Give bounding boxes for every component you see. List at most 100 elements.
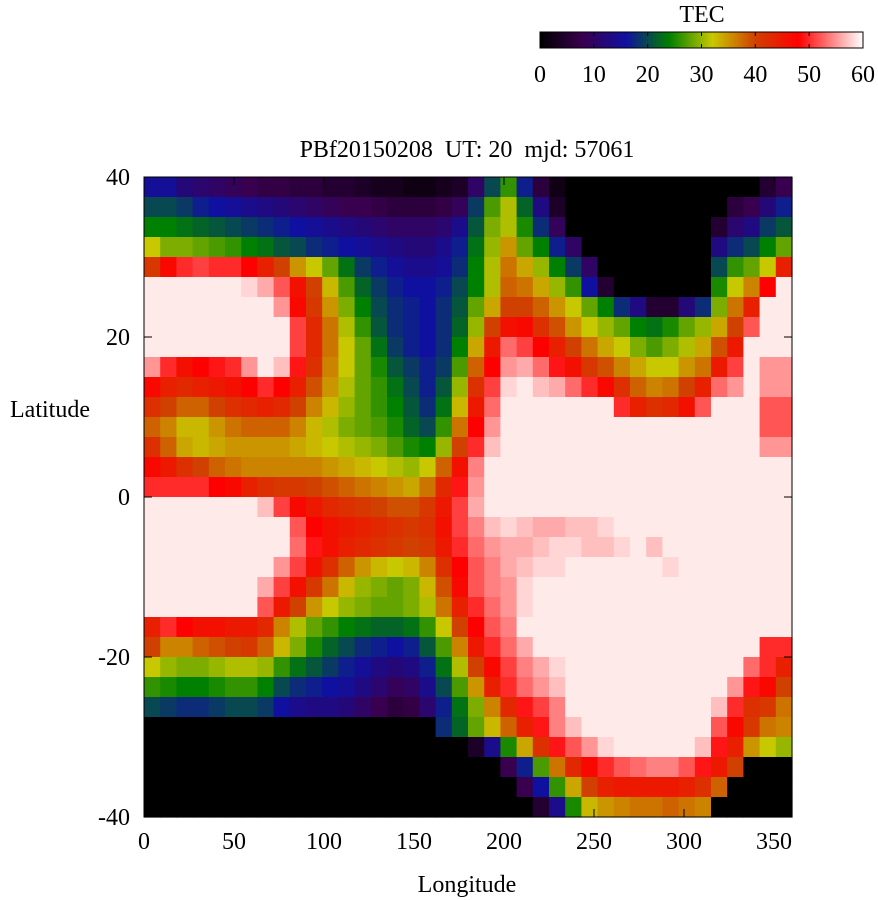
heatmap-cell — [289, 537, 307, 558]
heatmap-cell — [273, 217, 291, 238]
heatmap-cell — [613, 177, 631, 198]
heatmap-cell — [241, 477, 258, 498]
heatmap-cell — [354, 217, 372, 238]
heatmap-cell — [451, 277, 469, 298]
heatmap-cell — [662, 637, 680, 658]
heatmap-cell — [160, 537, 177, 558]
heatmap-cell — [759, 317, 777, 338]
heatmap-cell — [257, 177, 275, 198]
heatmap-cell — [273, 377, 291, 398]
heatmap-cell — [597, 497, 615, 518]
heatmap-cell — [549, 337, 566, 358]
heatmap-cell — [241, 337, 258, 358]
heatmap-cell — [208, 237, 226, 258]
heatmap-cell — [419, 657, 437, 678]
heatmap-cell — [192, 717, 210, 738]
heatmap-cell — [678, 657, 696, 678]
heatmap-cell — [775, 337, 793, 358]
heatmap-cell — [273, 337, 291, 358]
heatmap-cell — [630, 797, 647, 818]
heatmap-cell — [532, 777, 550, 798]
heatmap-cell — [613, 337, 631, 358]
heatmap-cell — [176, 217, 194, 238]
heatmap-cell — [208, 317, 226, 338]
heatmap-cell — [419, 357, 437, 378]
heatmap-cell — [322, 357, 339, 378]
heatmap-cell — [225, 757, 242, 778]
heatmap-cell — [711, 277, 728, 298]
heatmap-cell — [646, 777, 663, 798]
heatmap-cell — [403, 317, 420, 338]
heatmap-cell — [743, 437, 761, 458]
heatmap-cell — [451, 417, 469, 438]
heatmap-cell — [289, 257, 307, 278]
heatmap-cell — [160, 657, 177, 678]
heatmap-cell — [646, 657, 663, 678]
heatmap-cell — [403, 777, 420, 798]
heatmap-cell — [727, 277, 744, 298]
heatmap-cell — [419, 377, 437, 398]
heatmap-cell — [565, 477, 582, 498]
heatmap-cell — [419, 317, 437, 338]
heatmap-cell — [451, 477, 469, 498]
heatmap-cell — [160, 397, 177, 418]
heatmap-cell — [160, 317, 177, 338]
heatmap-cell — [678, 317, 696, 338]
heatmap-cell — [759, 717, 777, 738]
heatmap-cell — [484, 177, 501, 198]
heatmap-cell — [500, 297, 518, 318]
heatmap-cell — [451, 757, 469, 778]
heatmap-cell — [581, 597, 599, 618]
heatmap-cell — [500, 577, 518, 598]
heatmap-cell — [225, 797, 242, 818]
heatmap-cell — [241, 237, 258, 258]
heatmap-cell — [451, 717, 469, 738]
heatmap-cell — [160, 197, 177, 218]
heatmap-cell — [484, 317, 501, 338]
heatmap-cell — [306, 317, 323, 338]
heatmap-cell — [160, 357, 177, 378]
heatmap-cell — [160, 617, 177, 638]
heatmap-cell — [144, 217, 161, 238]
heatmap-cell — [451, 377, 469, 398]
heatmap-cell — [775, 497, 793, 518]
heatmap-cell — [241, 657, 258, 678]
heatmap-cell — [727, 417, 744, 438]
heatmap-cell — [176, 317, 194, 338]
heatmap-cell — [613, 377, 631, 398]
heatmap-cell — [694, 477, 712, 498]
heatmap-cell — [419, 457, 437, 478]
heatmap-cell — [597, 357, 615, 378]
heatmap-cell — [338, 777, 356, 798]
heatmap-cell — [694, 417, 712, 438]
heatmap-cell — [565, 297, 582, 318]
heatmap-cell — [306, 497, 323, 518]
heatmap-cell — [257, 497, 275, 518]
heatmap-cell — [338, 597, 356, 618]
heatmap-cell — [500, 757, 518, 778]
heatmap-cell — [403, 797, 420, 818]
heatmap-cell — [532, 577, 550, 598]
heatmap-cell — [451, 317, 469, 338]
heatmap-cell — [468, 357, 485, 378]
heatmap-cell — [387, 397, 404, 418]
heatmap-cell — [419, 477, 437, 498]
heatmap-cell — [257, 217, 275, 238]
heatmap-cell — [208, 337, 226, 358]
heatmap-cell — [354, 317, 372, 338]
heatmap-cell — [775, 397, 793, 418]
heatmap-cell — [630, 317, 647, 338]
heatmap-cell — [306, 297, 323, 318]
heatmap-cell — [711, 537, 728, 558]
heatmap-cell — [241, 457, 258, 478]
heatmap-cell — [759, 217, 777, 238]
heatmap-cell — [370, 217, 388, 238]
heatmap-cell — [694, 677, 712, 698]
heatmap-cell — [775, 757, 793, 778]
heatmap-cell — [727, 497, 744, 518]
heatmap-cell — [451, 217, 469, 238]
heatmap-cell — [516, 177, 534, 198]
heatmap-cell — [322, 617, 339, 638]
heatmap-cell — [646, 577, 663, 598]
heatmap-cell — [565, 317, 582, 338]
